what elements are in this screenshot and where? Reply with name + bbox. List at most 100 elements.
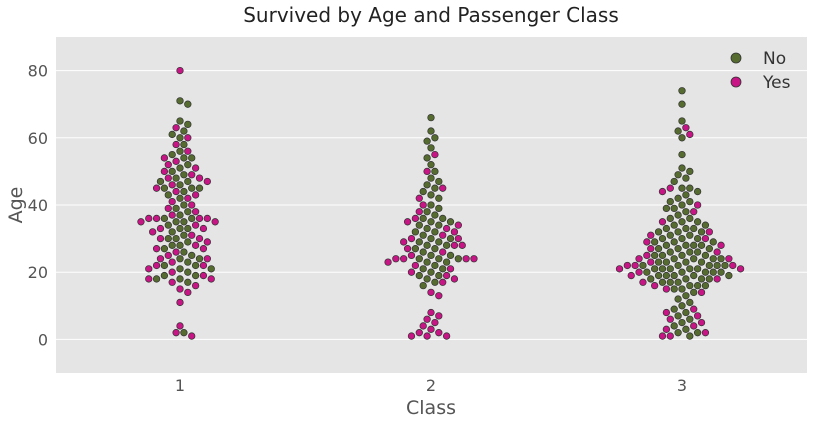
point-no xyxy=(674,228,682,236)
point-yes xyxy=(435,292,443,300)
point-yes xyxy=(164,204,172,213)
point-no xyxy=(411,245,420,253)
point-no xyxy=(693,218,702,226)
point-yes xyxy=(400,238,408,246)
point-yes xyxy=(168,268,176,276)
point-yes xyxy=(701,234,710,243)
point-yes xyxy=(168,181,176,189)
point-yes xyxy=(470,255,478,263)
point-no xyxy=(682,241,690,249)
point-no xyxy=(654,245,663,253)
point-no xyxy=(427,174,435,182)
point-no xyxy=(674,261,682,270)
point-no xyxy=(156,177,165,186)
point-no xyxy=(693,265,702,273)
point-yes xyxy=(666,184,674,192)
point-no xyxy=(184,238,192,246)
point-yes xyxy=(639,278,647,286)
point-no xyxy=(690,241,698,249)
point-yes xyxy=(145,265,153,273)
point-no xyxy=(674,171,682,179)
point-no xyxy=(415,271,423,280)
point-yes xyxy=(435,329,443,337)
point-no xyxy=(658,234,667,243)
point-no xyxy=(188,214,196,223)
point-no xyxy=(705,261,713,270)
point-yes xyxy=(407,251,416,260)
point-no xyxy=(431,278,439,286)
point-no xyxy=(658,265,667,273)
point-yes xyxy=(184,147,192,155)
point-no xyxy=(654,271,663,280)
point-no xyxy=(670,221,678,229)
point-no xyxy=(435,238,443,246)
point-yes xyxy=(450,241,459,249)
point-no xyxy=(651,265,659,273)
point-no xyxy=(176,181,184,189)
point-yes xyxy=(411,261,420,270)
point-yes xyxy=(439,278,447,286)
point-no xyxy=(180,154,188,162)
point-yes xyxy=(152,214,161,223)
point-no xyxy=(427,127,435,135)
point-yes xyxy=(184,134,192,142)
point-no xyxy=(647,275,655,283)
point-yes xyxy=(407,268,416,276)
point-no xyxy=(690,224,698,233)
point-no xyxy=(184,208,192,216)
point-no xyxy=(419,214,427,223)
point-no xyxy=(435,255,443,263)
point-yes xyxy=(203,177,211,186)
point-yes xyxy=(615,265,624,273)
point-yes xyxy=(423,167,431,176)
point-yes xyxy=(446,265,455,273)
point-yes xyxy=(191,241,200,249)
point-no xyxy=(682,208,690,216)
point-no xyxy=(164,234,172,243)
point-no xyxy=(184,258,192,266)
point-no xyxy=(709,255,717,263)
point-no xyxy=(446,218,455,226)
point-no xyxy=(188,251,196,260)
point-yes xyxy=(697,288,706,297)
point-no xyxy=(693,329,702,337)
point-yes xyxy=(149,228,157,236)
point-no xyxy=(442,258,451,266)
point-no xyxy=(411,228,420,236)
point-no xyxy=(678,302,686,310)
point-no xyxy=(423,154,431,162)
point-yes xyxy=(729,261,737,270)
point-yes xyxy=(427,325,435,333)
point-yes xyxy=(176,322,184,330)
point-no xyxy=(705,275,713,283)
point-no xyxy=(160,261,169,270)
point-yes xyxy=(701,329,710,337)
point-no xyxy=(427,218,435,226)
point-yes xyxy=(172,140,180,149)
point-no xyxy=(415,221,423,229)
point-yes xyxy=(442,224,451,233)
point-no xyxy=(419,187,427,196)
point-yes xyxy=(203,238,211,246)
point-no xyxy=(446,251,455,260)
x-axis-label: Class xyxy=(406,397,456,419)
point-no xyxy=(419,265,427,273)
point-yes xyxy=(203,255,211,263)
point-yes xyxy=(156,255,165,263)
point-no xyxy=(651,251,659,260)
point-no xyxy=(423,181,431,189)
point-no xyxy=(666,248,674,256)
point-no xyxy=(686,332,694,340)
point-yes xyxy=(423,315,431,323)
x-tick-label: 3 xyxy=(677,376,687,395)
y-tick-label: 80 xyxy=(28,62,48,81)
point-no xyxy=(431,167,439,176)
point-yes xyxy=(403,245,412,253)
point-no xyxy=(160,271,169,280)
point-no xyxy=(717,268,725,276)
y-tick-label: 20 xyxy=(28,263,48,282)
point-no xyxy=(172,218,180,226)
point-no xyxy=(678,318,686,327)
point-no xyxy=(670,285,678,293)
x-tick-label: 1 xyxy=(175,376,185,395)
